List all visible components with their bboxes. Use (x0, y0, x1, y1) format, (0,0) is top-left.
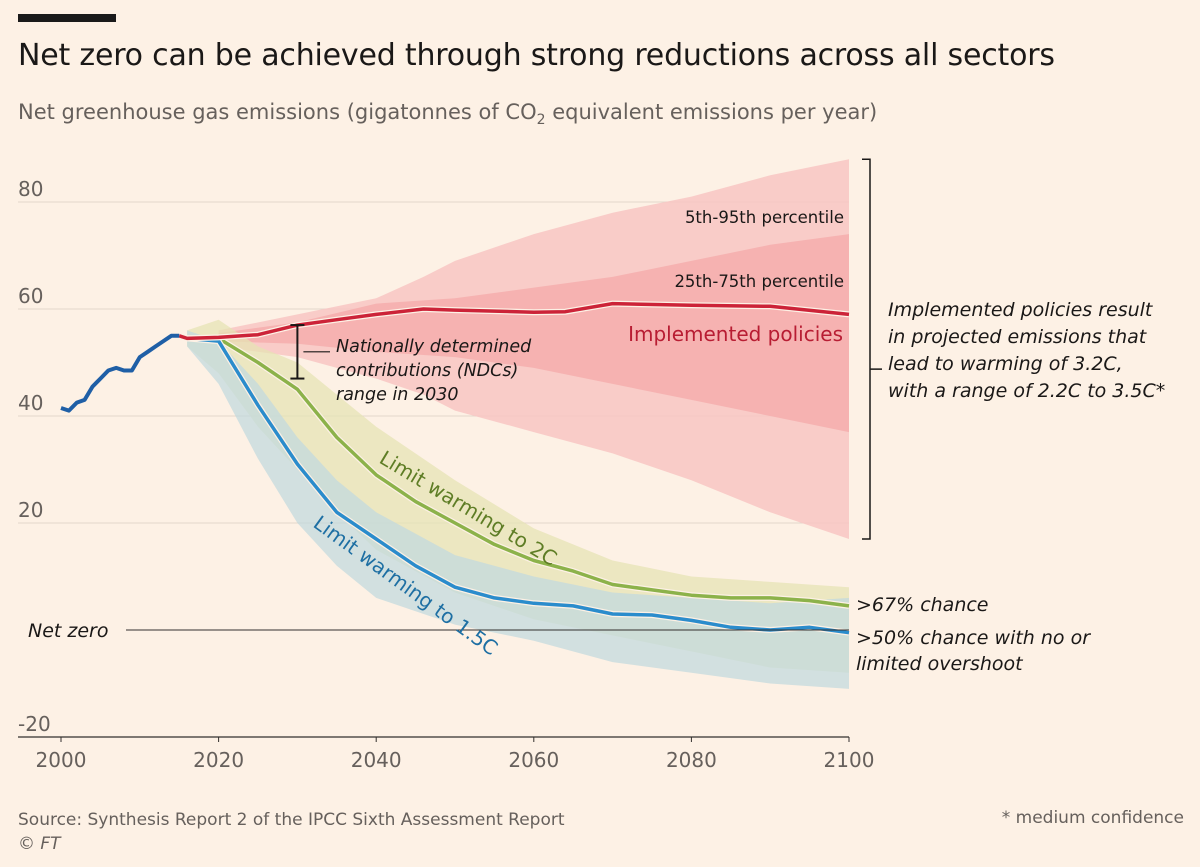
footer-note: * medium confidence (1001, 808, 1184, 828)
source-text: Source: Synthesis Report 2 of the IPCC S… (18, 810, 565, 830)
copyright-text: © FT (18, 834, 61, 854)
chance-50-label-line-2: limited overshoot (856, 653, 1024, 675)
subtitle-subscript: 2 (536, 112, 546, 129)
y-tick-label: -20 (18, 712, 51, 736)
bracket-note-line-2: in projected emissions that (888, 326, 1148, 348)
historical-line (60, 333, 180, 413)
ft-top-bar (18, 14, 116, 22)
y-tick-label: 20 (18, 498, 43, 522)
implemented-policies-line (178, 301, 850, 341)
footer-source: Source: Synthesis Report 2 of the IPCC S… (18, 808, 565, 856)
bracket-note-line-1: Implemented policies result (888, 299, 1154, 321)
limit-15c-band (187, 330, 850, 689)
percentile-25-75-label: 25th-75th percentile (674, 272, 844, 291)
subtitle-text-end: equivalent emissions per year) (545, 100, 878, 124)
range-bracket (862, 158, 882, 540)
ndc-range-marker (290, 324, 330, 380)
uncertainty-bands (187, 159, 850, 689)
limit-15c-line (186, 336, 850, 635)
limit-2c-band (187, 319, 850, 673)
chart-title: Net zero can be achieved through strong … (18, 38, 1055, 73)
x-tick-label: 2020 (193, 748, 244, 772)
bracket-note-line-4: with a range of 2.2C to 3.5C* (888, 380, 1165, 402)
percentile-5-95-label: 5th-95th percentile (685, 208, 844, 227)
x-tick-label: 2100 (824, 748, 875, 772)
x-tick-label: 2080 (666, 748, 717, 772)
ndc-label-line-2: contributions (NDCs) (336, 361, 518, 381)
y-tick-label: 80 (18, 177, 43, 201)
x-tick-label: 2040 (351, 748, 402, 772)
implemented-policies-label: Implemented policies (628, 322, 843, 346)
chance-67-label: >67% chance (856, 594, 989, 616)
y-tick-label: 60 (18, 284, 43, 308)
ndc-label-line-3: range in 2030 (336, 385, 459, 405)
bracket-note-line-3: lead to warming of 3.2C, (888, 353, 1123, 375)
x-tick-label: 2000 (36, 748, 87, 772)
limit-2c-line (187, 336, 850, 608)
subtitle-text: Net greenhouse gas emissions (gigatonnes… (18, 100, 537, 124)
y-tick-label: 40 (18, 391, 43, 415)
x-tick-label: 2060 (508, 748, 559, 772)
chance-50-label-line-1: >50% chance with no or (856, 627, 1091, 649)
net-zero-label: Net zero (28, 620, 109, 642)
implemented-25-75-band (218, 234, 850, 433)
ndc-label-line-1: Nationally determined (336, 337, 532, 357)
series-lines (60, 300, 850, 636)
chart-subtitle: Net greenhouse gas emissions (gigatonnes… (18, 100, 877, 128)
